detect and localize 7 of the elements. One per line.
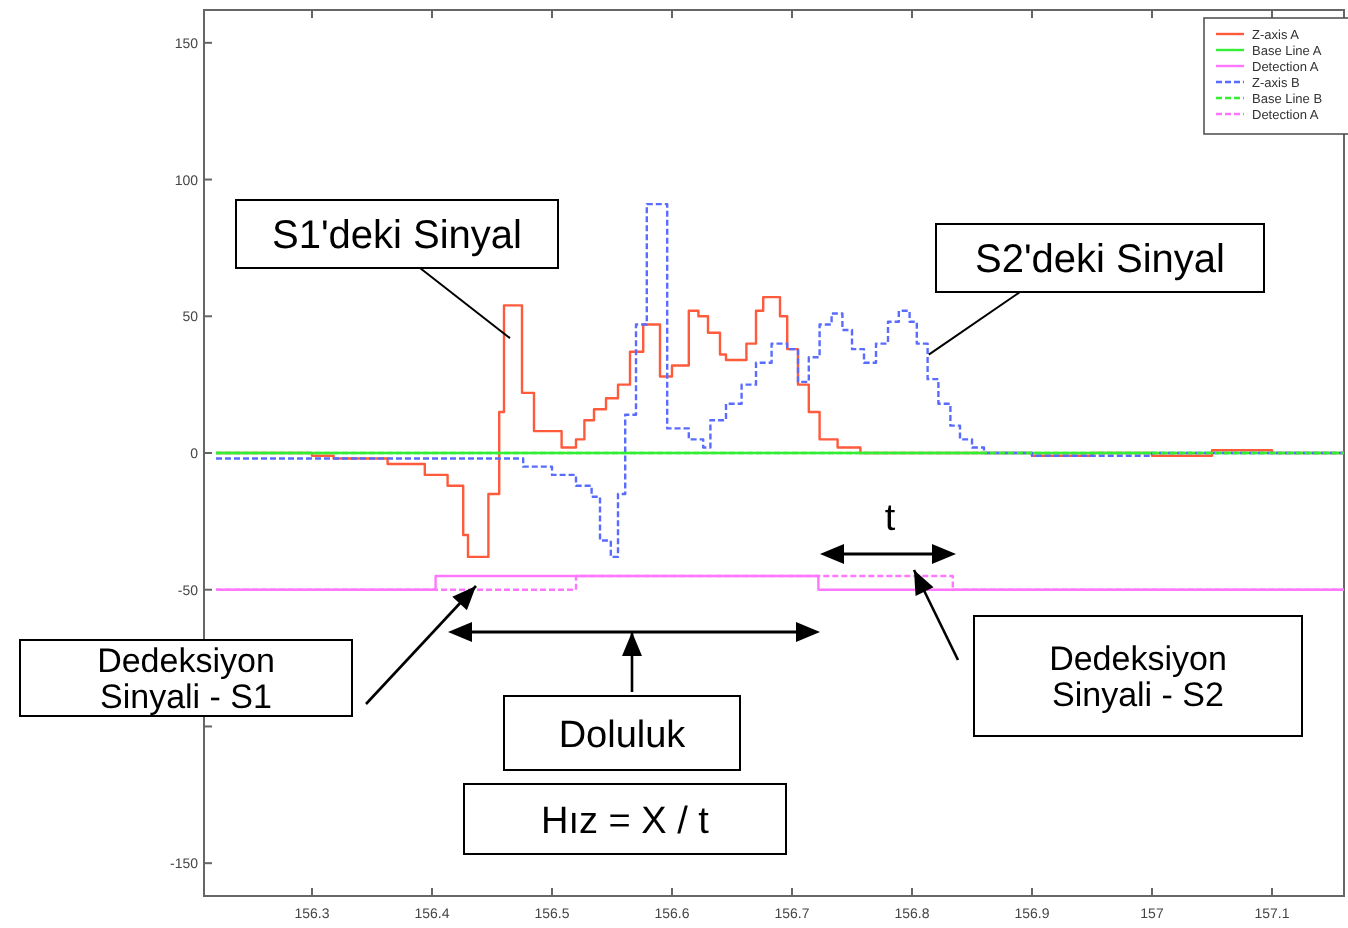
annotation: Dedeksiyon Sinyali - S1 <box>97 642 275 717</box>
annotation: Dedeksiyon Sinyali - S2 <box>1049 640 1227 715</box>
annotation: S1'deki Sinyal <box>272 214 522 259</box>
annotation: Doluluk <box>558 714 687 757</box>
annotation: Hız = X / t <box>541 800 711 843</box>
annotation: S2'deki Sinyal <box>975 238 1225 283</box>
annotation: t <box>884 498 897 540</box>
